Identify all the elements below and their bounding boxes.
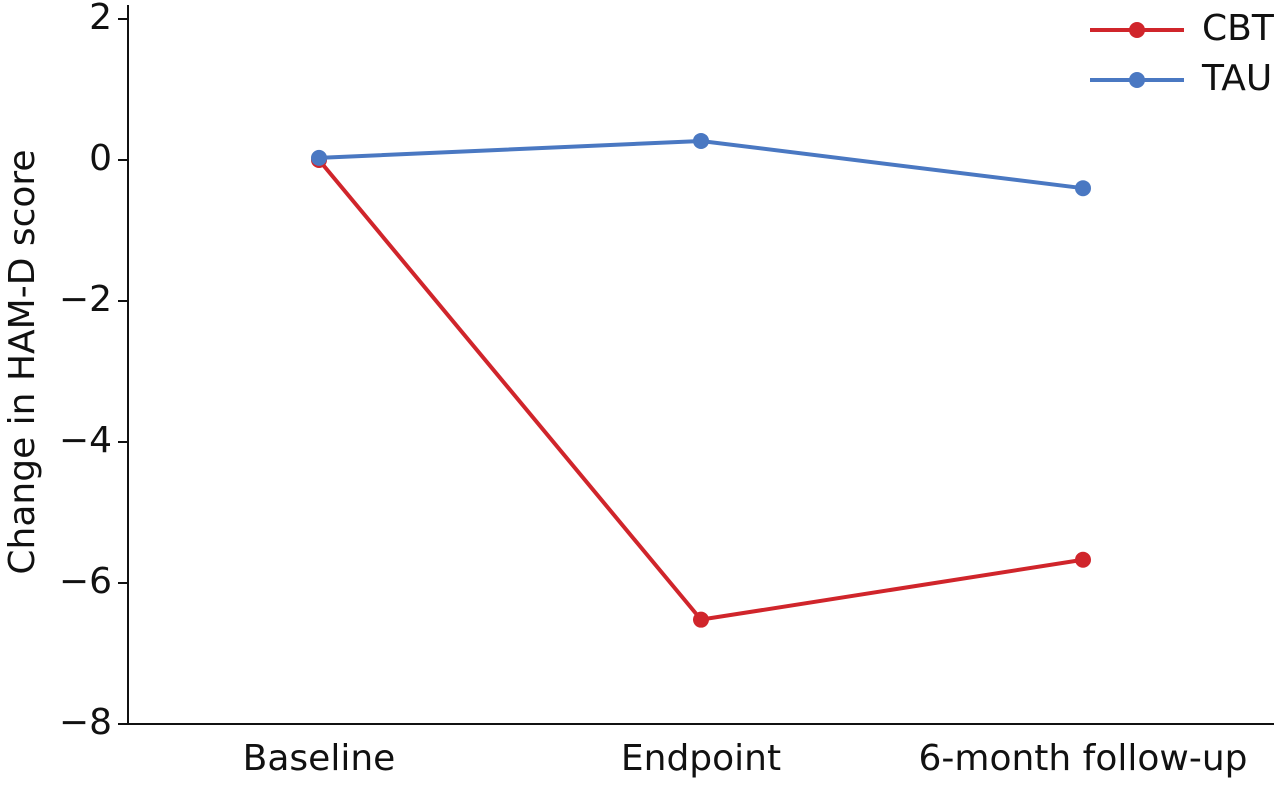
legend-marker [1129,22,1145,38]
y-tick-label: −2 [59,279,112,320]
legend-label: TAU [1201,58,1272,99]
y-axis-label: Change in HAM-D score [2,149,43,574]
x-tick-label: Endpoint [621,738,781,779]
point [1075,180,1091,197]
y-tick-label: 2 [89,0,112,38]
point [693,132,709,149]
legend-marker [1129,72,1145,88]
point [693,611,709,628]
y-tick-label: −6 [59,561,112,602]
y-tick-label: −4 [59,420,112,461]
point [311,149,327,166]
legend-label: CBT [1202,8,1275,49]
series-line [317,158,1084,622]
x-tick-label: Baseline [243,738,396,779]
y-tick-label: 0 [89,138,112,179]
point [1075,551,1091,568]
y-tick-label: −8 [59,702,112,743]
x-tick-label: 6-month follow-up [918,738,1247,779]
